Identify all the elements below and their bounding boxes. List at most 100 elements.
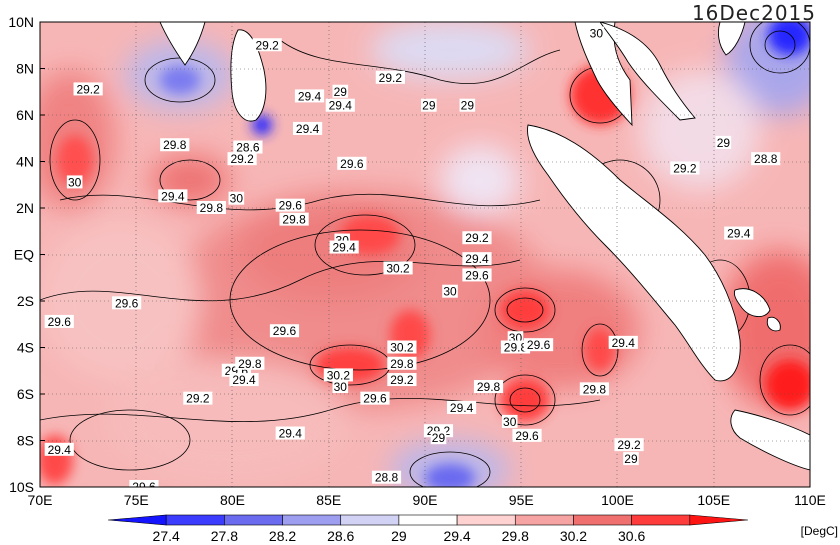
contour-label-bg [252,38,282,52]
lat-tick-label: 2N [16,200,34,216]
contour-label: 29.6 [132,480,156,494]
contour-label: 30 [230,192,244,206]
contour-label-bg [608,335,638,349]
lon-tick-label: 95E [509,492,534,508]
lat-tick-label: 10S [9,479,34,495]
contour-label: 29.4 [296,122,320,136]
contour-label: 29.4 [279,427,303,441]
contour-label-bg [473,380,504,394]
lat-tick-label: 2S [17,293,34,309]
contour-label-bg [512,428,542,442]
colorbar-swatch [689,514,749,526]
contour-label: 29.4 [232,373,256,387]
units-label: [DegC] [801,524,838,538]
contour-label: 29.8 [583,382,607,396]
contour-label: 29 [422,99,436,113]
contour-label: 28.6 [236,141,260,155]
contour-label-bg [269,324,300,338]
lon-tick-label: 90E [413,492,438,508]
contour-label: 29.6 [465,268,489,282]
lat-tick-label: 4N [16,154,34,170]
contour-label: 29.6 [273,324,297,338]
contour-label-bg [228,191,245,205]
contour-label-bg [446,400,477,414]
lon-tick-label: 110E [794,492,826,508]
contour-label: 29.8 [390,357,414,371]
lat-tick-label: 8S [17,433,34,449]
contour-label-bg [129,480,159,487]
contour-label: 29 [461,99,475,113]
contour-label-bg [196,201,226,214]
contour-label: 29.2 [76,82,100,96]
contour-label: 30 [443,285,457,299]
contour-label: 29.4 [465,252,489,266]
contour-label-bg [442,284,458,298]
contour-label: 29.6 [115,296,139,310]
contour-label-bg [158,189,188,203]
contour-label-bg [233,140,263,154]
lon-tick-label: 85E [316,492,341,508]
lon-tick-label: 100E [601,492,634,508]
contour-label: 29.8 [282,213,306,227]
colorbar-swatch [165,514,225,526]
colorbar-tick-label: 28.6 [327,528,354,544]
colorbar-swatch [340,514,400,526]
contour-label-bg [275,426,305,440]
colorbar-tick-label: 29.4 [443,528,470,544]
contour-label-bg [227,152,257,166]
contour-label: 28.8 [375,471,399,485]
contour-label-bg [325,98,355,112]
grid [40,22,810,487]
contour-label-bg [112,296,142,310]
contour-label: 29.2 [673,161,697,175]
contour-label-bg [329,240,359,254]
contour-label-bg [332,380,349,394]
contour-label: 29.2 [390,373,414,387]
contour-label: 30.2 [327,368,351,382]
contour-label-bg [235,356,265,370]
contour-label: 29.2 [230,152,254,166]
contour-label: 30 [503,415,517,429]
contour-label: 29.8 [163,138,187,152]
contour-label-bg [462,231,492,245]
contour-label: 30 [590,27,604,41]
contour-label: 29.2 [379,71,403,85]
colorbar-swatch [224,514,283,526]
colorbar-tick-label: 28.2 [269,528,296,544]
contour-label-bg [387,340,417,354]
colorbar-swatch [573,514,632,526]
contour-label: 29.2 [465,231,489,245]
lon-tick-label: 75E [124,492,149,508]
contour-label-bg [275,198,305,212]
contour-label-bg [430,431,447,445]
contour-label-bg [614,438,644,452]
contour-label-bg [323,368,353,382]
contour-label: 29.2 [617,438,641,452]
contour-label: 30.2 [390,341,414,355]
lat-tick-label: EQ [14,247,34,263]
contour-label: 30 [334,380,348,394]
contour-label: 29.6 [363,392,387,406]
contour-label-bg [294,89,325,103]
contour-label-bg [462,268,492,282]
colorbar-tick-label: 27.4 [153,528,180,544]
contour-label-bg [623,452,639,466]
colorbar-swatch [282,514,342,526]
lat-tick-label: 10N [8,14,34,30]
contour-label-bg [371,470,402,484]
contour-label: 29 [717,136,731,150]
contour-label: 29 [432,431,446,445]
contour-label: 29.4 [161,189,185,203]
contour-label-bg [66,175,83,189]
contour-label-bg [279,212,309,226]
contour-label-bg [715,135,732,149]
colorbar: 27.4 27.8 28.2 28.6 29 29.4 29.8 30.2 30.6 [107,514,749,544]
contour-label-bg [292,121,323,135]
contour-label: 29.4 [612,336,636,350]
lon-tick-label: 70E [28,492,53,508]
contour-label-bg [724,226,754,240]
colorbar-swatch [456,514,516,526]
contour-label: 29.4 [329,99,353,113]
contour-label-bg [421,98,437,112]
land-masses [159,22,810,471]
